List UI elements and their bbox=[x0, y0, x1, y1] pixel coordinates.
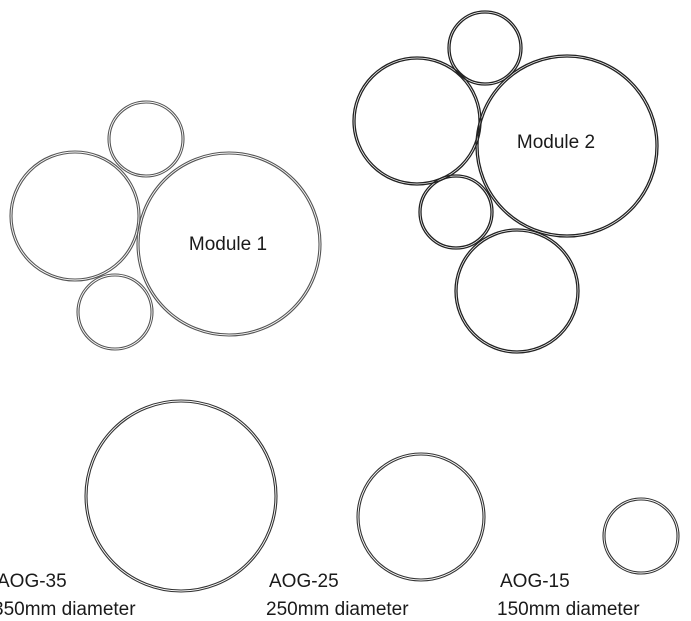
aog-15-model-label: AOG-15 bbox=[500, 571, 570, 592]
aog-15-diameter-label: 150mm diameter bbox=[497, 599, 640, 620]
aog-35-diameter-label: 350mm diameter bbox=[0, 599, 136, 620]
legend-aog-15: AOG-15 150mm diameter bbox=[497, 497, 680, 620]
module-2-small-top-circle bbox=[447, 10, 523, 86]
aog-15-circle bbox=[602, 497, 680, 575]
aog-25-model-label: AOG-25 bbox=[269, 571, 339, 592]
legend: AOG-35 350mm diameter AOG-25 250mm diame… bbox=[0, 399, 680, 620]
module-2-large-circle bbox=[475, 54, 659, 238]
module-2-medium-bottom-circle bbox=[454, 228, 580, 354]
aog-25-circle bbox=[356, 452, 486, 582]
module-2-small-middle-circle bbox=[418, 174, 494, 250]
module-2-medium-left-circle bbox=[352, 56, 482, 186]
module-1-medium-left-circle bbox=[9, 150, 141, 282]
module-1-small-top-circle bbox=[107, 100, 185, 178]
module-1: Module 1 bbox=[9, 100, 322, 351]
legend-aog-25: AOG-25 250mm diameter bbox=[266, 452, 486, 620]
module-1-label: Module 1 bbox=[189, 234, 267, 255]
aog-35-circle bbox=[84, 399, 278, 593]
module-1-small-bottom-circle bbox=[76, 273, 154, 351]
module-2-label: Module 2 bbox=[517, 132, 595, 153]
module-1-large-circle bbox=[136, 151, 322, 337]
aog-25-diameter-label: 250mm diameter bbox=[266, 599, 409, 620]
legend-aog-35: AOG-35 350mm diameter bbox=[0, 399, 278, 620]
module-2: Module 2 bbox=[352, 10, 659, 354]
aog-35-model-label: AOG-35 bbox=[0, 571, 67, 592]
